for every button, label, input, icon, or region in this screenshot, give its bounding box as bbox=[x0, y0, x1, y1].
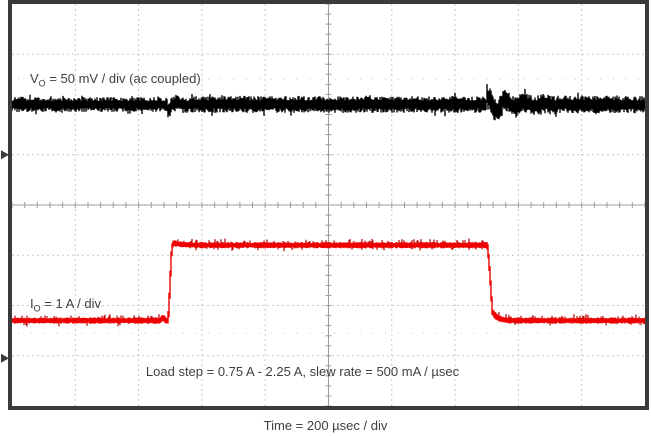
vo-label-subscript: O bbox=[38, 78, 46, 89]
vo-scale-label: VO = 50 mV / div (ac coupled) bbox=[30, 71, 201, 89]
vo-label-base: V bbox=[30, 71, 39, 86]
load-step-annotation: Load step = 0.75 A - 2.25 A, slew rate =… bbox=[145, 364, 460, 379]
io-scale-label: IO = 1 A / div bbox=[30, 296, 101, 314]
io-label-base: I bbox=[30, 296, 34, 311]
vo-label-text: = 50 mV / div (ac coupled) bbox=[45, 71, 201, 86]
time-axis-label: Time = 200 µsec / div bbox=[263, 418, 388, 433]
io-label-subscript: O bbox=[33, 303, 41, 314]
io-label-text: = 1 A / div bbox=[40, 296, 101, 311]
